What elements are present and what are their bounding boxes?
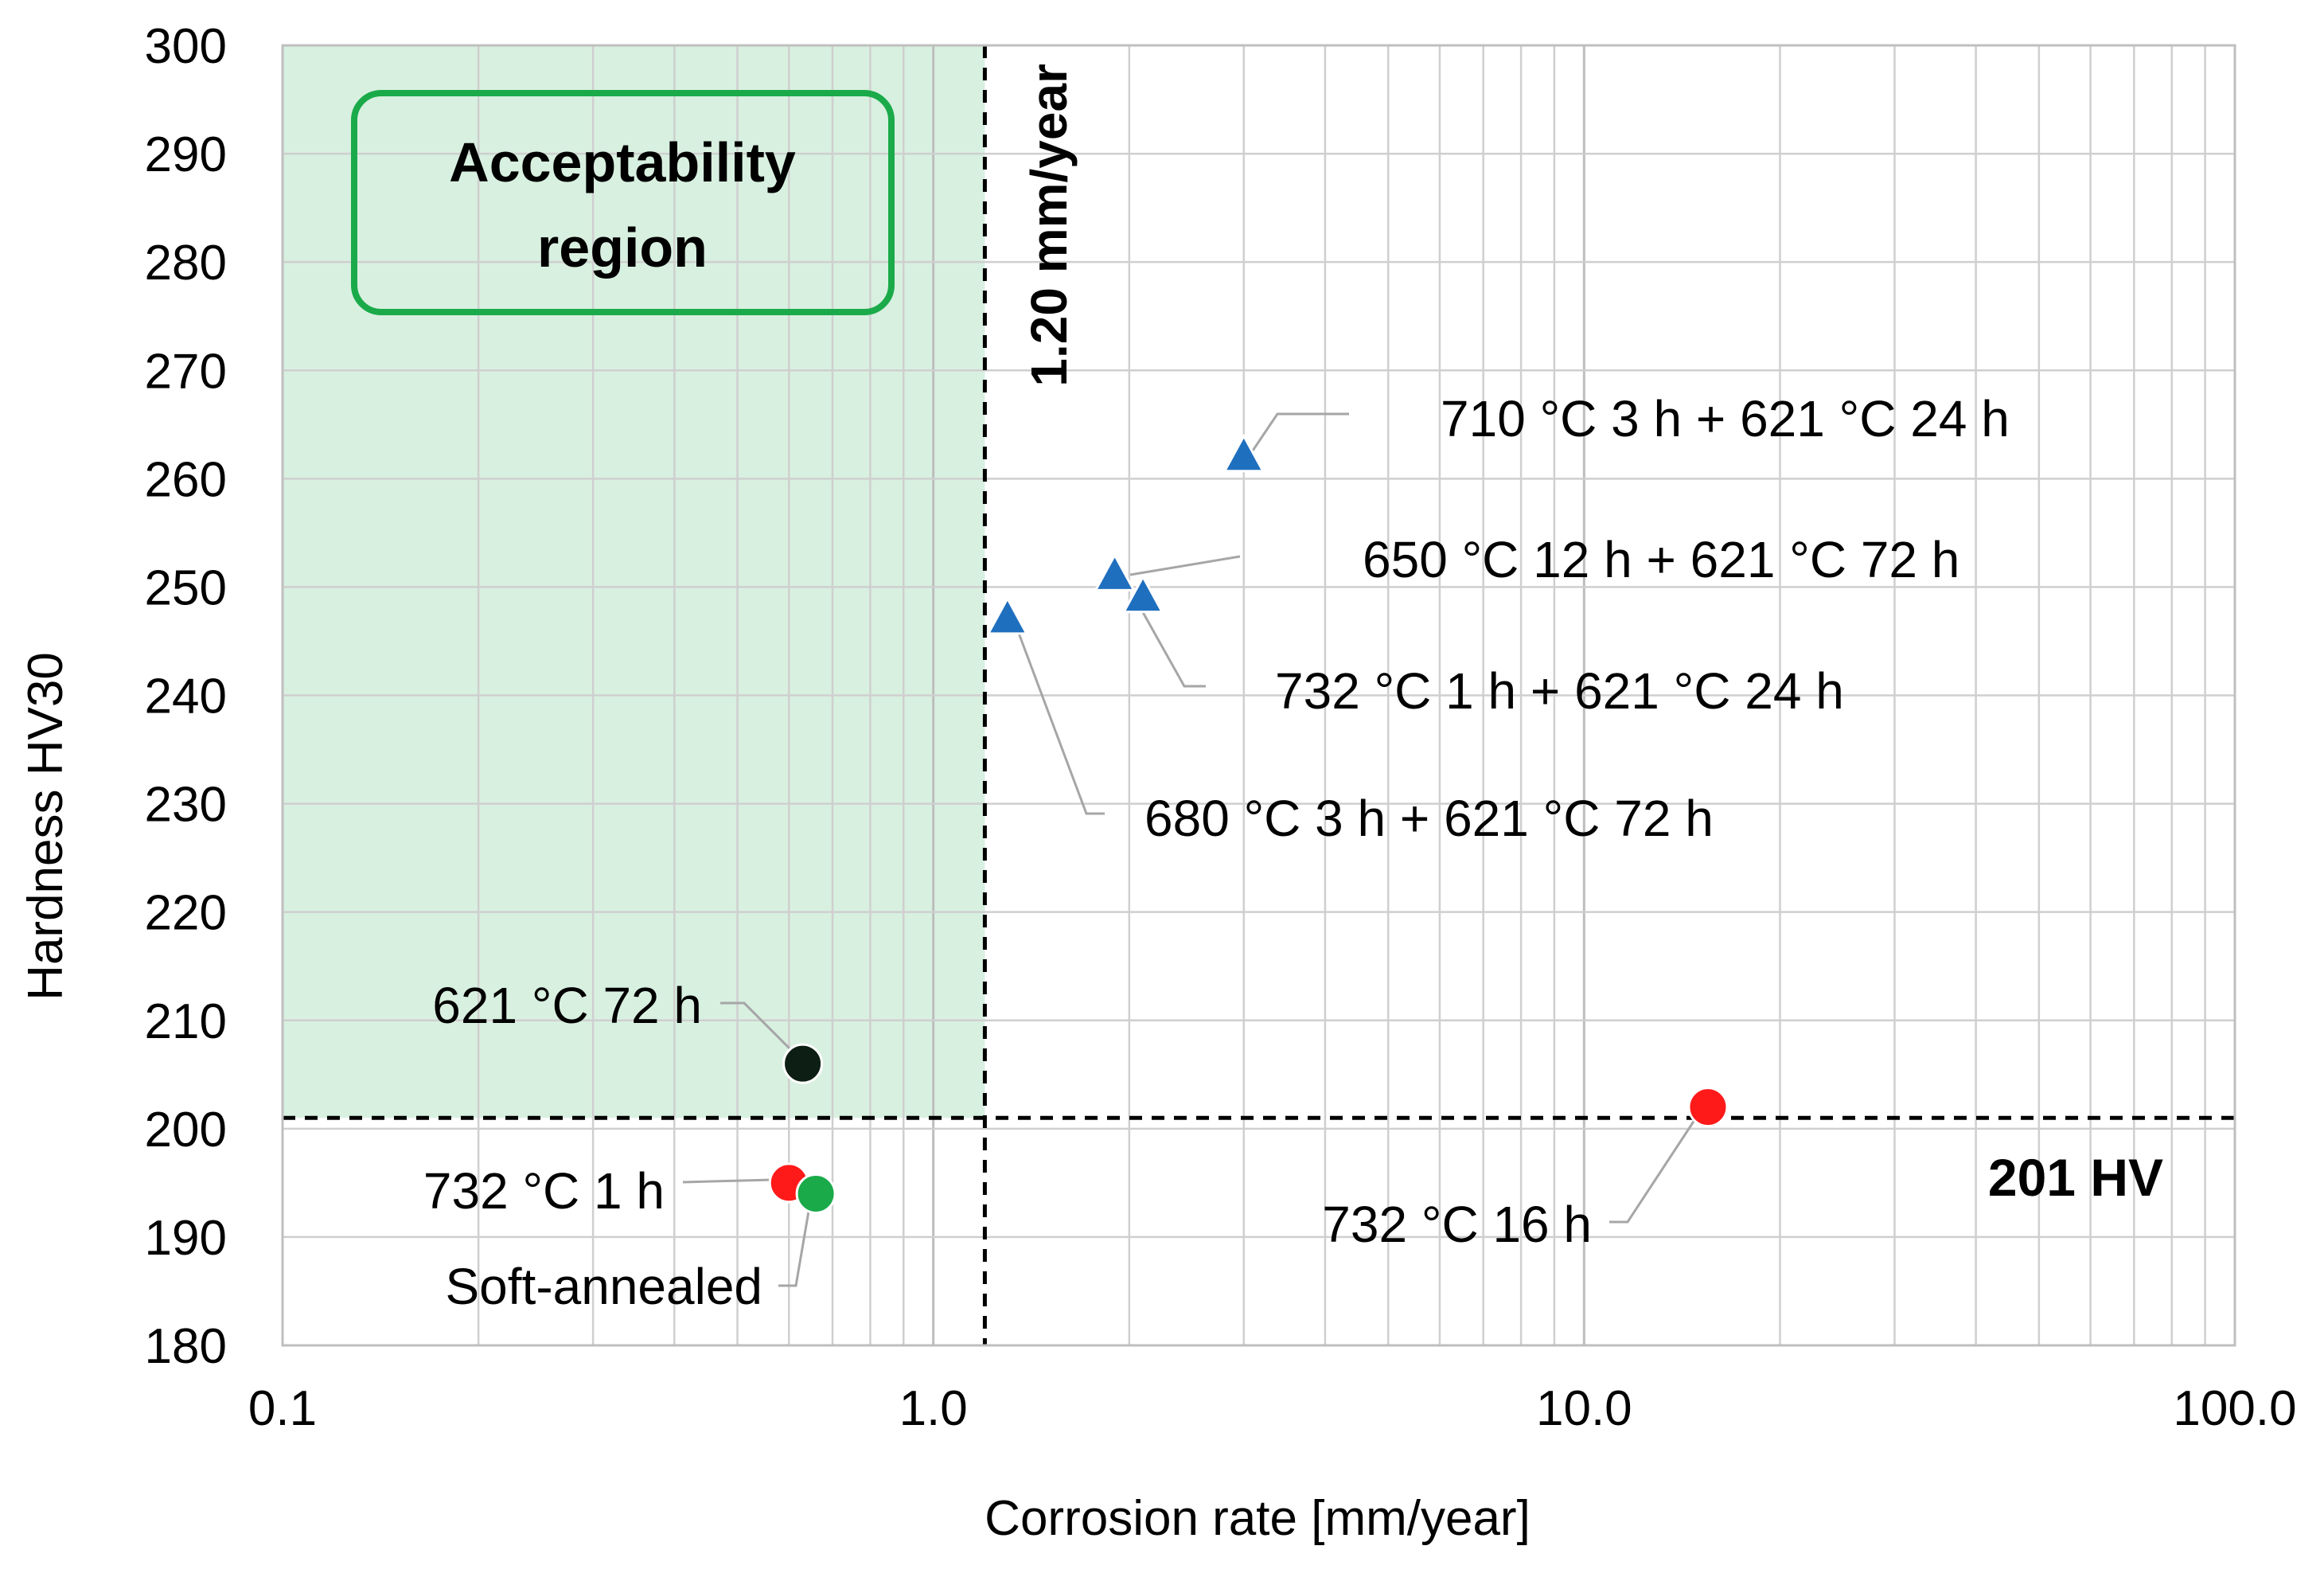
point-label: 680 °C 3 h + 621 °C 72 h bbox=[1144, 790, 1714, 847]
triangle-marker bbox=[1094, 552, 1137, 591]
triangle-marker bbox=[1121, 574, 1164, 614]
leader-line bbox=[1609, 1112, 1701, 1224]
y-axis-label: Hardness HV30 bbox=[18, 652, 73, 1001]
point-label: 732 °C 16 h bbox=[1322, 1196, 1592, 1253]
y-axis-ticks: 180 190 200 210 220 230 240 250 260 270 280 290 300 bbox=[145, 19, 227, 1374]
y-tick-label: 210 bbox=[145, 994, 227, 1049]
plot-frame bbox=[281, 44, 2236, 1347]
x-tick-label: 0.1 bbox=[248, 1381, 317, 1436]
y-tick-label: 180 bbox=[145, 1319, 227, 1374]
y-tick-label: 250 bbox=[145, 560, 227, 615]
leader-line bbox=[778, 1201, 812, 1287]
point-label: 710 °C 3 h + 621 °C 24 h bbox=[1441, 390, 2010, 447]
acceptability-region bbox=[283, 45, 985, 1118]
leader-line bbox=[1129, 555, 1241, 576]
y-tick-label: 260 bbox=[145, 452, 227, 507]
circle-marker bbox=[782, 1043, 824, 1084]
y-tick-label: 220 bbox=[145, 886, 227, 941]
region-label-line1: Acceptability bbox=[449, 131, 796, 193]
leader-line bbox=[1248, 412, 1349, 456]
point-label: 650 °C 12 h + 621 °C 72 h bbox=[1363, 531, 1959, 588]
y-tick-label: 230 bbox=[145, 778, 227, 833]
region-label-line2: region bbox=[537, 217, 708, 279]
point-labels: 710 °C 3 h + 621 °C 24 h 650 °C 12 h + 62… bbox=[423, 390, 2010, 1315]
y-tick-label: 280 bbox=[145, 236, 227, 291]
triangle-marker bbox=[1222, 433, 1265, 473]
leader-line bbox=[1016, 628, 1105, 815]
circle-marker bbox=[795, 1173, 836, 1214]
x-axis-ticks: 0.1 1.0 10.0 100.0 bbox=[248, 1381, 2297, 1436]
y-tick-label: 290 bbox=[145, 127, 227, 182]
annotation-leaders bbox=[682, 412, 1701, 1287]
point-label: 732 °C 1 h bbox=[423, 1162, 665, 1220]
y-tick-label: 240 bbox=[145, 669, 227, 724]
triangle-marker bbox=[986, 595, 1029, 635]
x-tick-label: 100.0 bbox=[2173, 1381, 2296, 1436]
x-axis-label: Corrosion rate [mm/year] bbox=[985, 1491, 1530, 1546]
grid bbox=[281, 44, 2235, 1347]
data-markers bbox=[768, 433, 1729, 1214]
leader-line bbox=[682, 1178, 774, 1184]
threshold-lines bbox=[283, 45, 2235, 1345]
x-tick-label: 1.0 bbox=[899, 1381, 968, 1436]
y-tick-label: 270 bbox=[145, 344, 227, 399]
threshold-y-label: 201 HV bbox=[1988, 1148, 2163, 1207]
point-label: 621 °C 72 h bbox=[432, 977, 702, 1034]
region-label-box bbox=[351, 90, 895, 315]
point-label: 732 °C 1 h + 621 °C 24 h bbox=[1275, 662, 1844, 720]
y-tick-label: 300 bbox=[145, 19, 227, 74]
circle-marker bbox=[1687, 1087, 1729, 1128]
x-tick-label: 10.0 bbox=[1536, 1381, 1632, 1436]
y-tick-label: 200 bbox=[145, 1103, 227, 1157]
leader-line bbox=[1138, 606, 1206, 688]
threshold-x-label: 1.20 mm/year bbox=[1020, 64, 1078, 387]
leader-line bbox=[720, 1001, 797, 1056]
y-tick-label: 190 bbox=[145, 1211, 227, 1266]
point-label: Soft-annealed bbox=[445, 1258, 762, 1315]
